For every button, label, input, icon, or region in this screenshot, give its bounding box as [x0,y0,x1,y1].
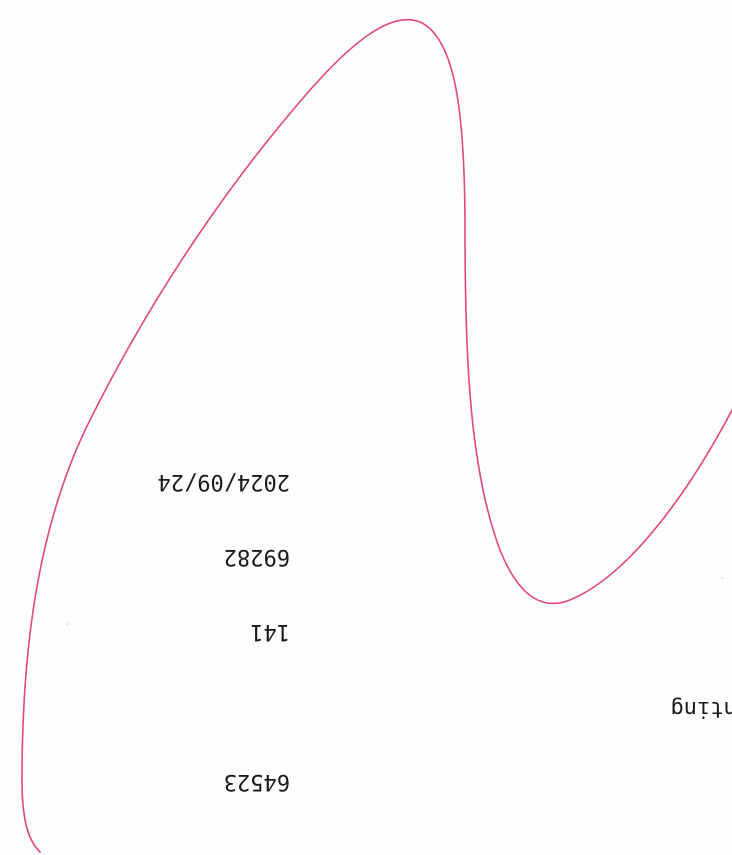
printed-code: 69282 [223,544,290,569]
printed-code: 64523 [223,769,290,794]
printed-word-fragment: inting [670,696,732,721]
printed-date: 2024/09/24 [157,469,290,494]
blank-line [190,694,290,719]
speck-dot [66,623,68,625]
printed-number-block: 64523 141 69282 2024/09/24 [158,469,290,844]
printed-code: 141 [250,619,290,644]
pink-curve-line [21,18,732,853]
speck-dot [721,577,723,579]
